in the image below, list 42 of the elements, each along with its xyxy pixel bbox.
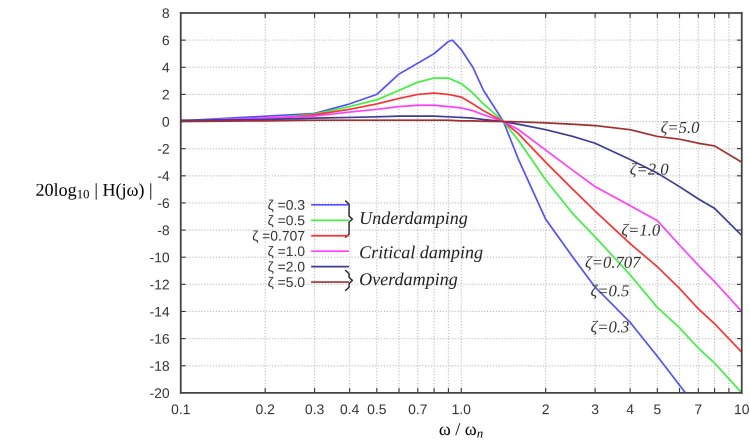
y-tick-label: 8 — [162, 8, 170, 18]
y-tick-label: 2 — [162, 90, 169, 100]
legend-label: ζ =1.0 — [268, 246, 304, 258]
annotation: Overdamping — [360, 272, 458, 290]
legend-label: ζ =0.3 — [268, 200, 304, 212]
annotation: Underdamping — [360, 211, 468, 228]
y-tick-label: 4 — [162, 62, 170, 72]
x-axis-title: ω / ω$_{n}$ — [440, 423, 483, 438]
x-tick-label: 4 — [626, 404, 634, 414]
x-tick-label: 3 — [592, 404, 598, 414]
annotation: ζ=0.3 — [591, 320, 629, 336]
annotation: ζ=5.0 — [661, 121, 700, 136]
legend-label: ζ =0.5 — [268, 215, 304, 228]
x-tick-label: 10 — [735, 404, 749, 414]
x-tick-label: 7 — [695, 404, 702, 414]
y-axis-title: 20log$_{10}$ | H(jω) | — [36, 183, 152, 200]
y-tick-label: -4 — [158, 171, 170, 181]
y-tick-label: -8 — [158, 225, 170, 236]
y-tick-label: 0 — [162, 116, 170, 127]
y-tick-label: -6 — [158, 198, 170, 208]
legend-label: ζ =0.707 — [252, 230, 304, 243]
y-tick-label: -10 — [150, 252, 170, 262]
y-tick-label: 6 — [162, 35, 170, 46]
x-tick-label: 0.4 — [340, 404, 359, 414]
x-tick-label: 0.2 — [256, 404, 274, 414]
x-tick-label: 2 — [542, 404, 549, 414]
legend-label: ζ =5.0 — [268, 276, 304, 290]
x-tick-label: 0.7 — [408, 404, 427, 414]
x-tick-label: 0.3 — [305, 404, 324, 414]
y-tick-label: -14 — [150, 306, 170, 317]
x-tick-label: 0.5 — [368, 404, 386, 414]
legend-label: ζ =2.0 — [268, 261, 304, 274]
x-tick-label: 5 — [654, 404, 661, 414]
annotation: Critical damping — [360, 246, 483, 262]
y-tick-label: -16 — [150, 334, 170, 344]
y-tick-label: -18 — [150, 361, 170, 371]
y-tick-label: -20 — [150, 388, 170, 398]
y-tick-label: -12 — [150, 280, 169, 290]
y-tick-label: -2 — [158, 144, 169, 154]
x-tick-label: 0.1 — [172, 404, 190, 414]
x-tick-label: 1.0 — [452, 404, 470, 414]
annotation: ζ=1.0 — [622, 224, 660, 238]
